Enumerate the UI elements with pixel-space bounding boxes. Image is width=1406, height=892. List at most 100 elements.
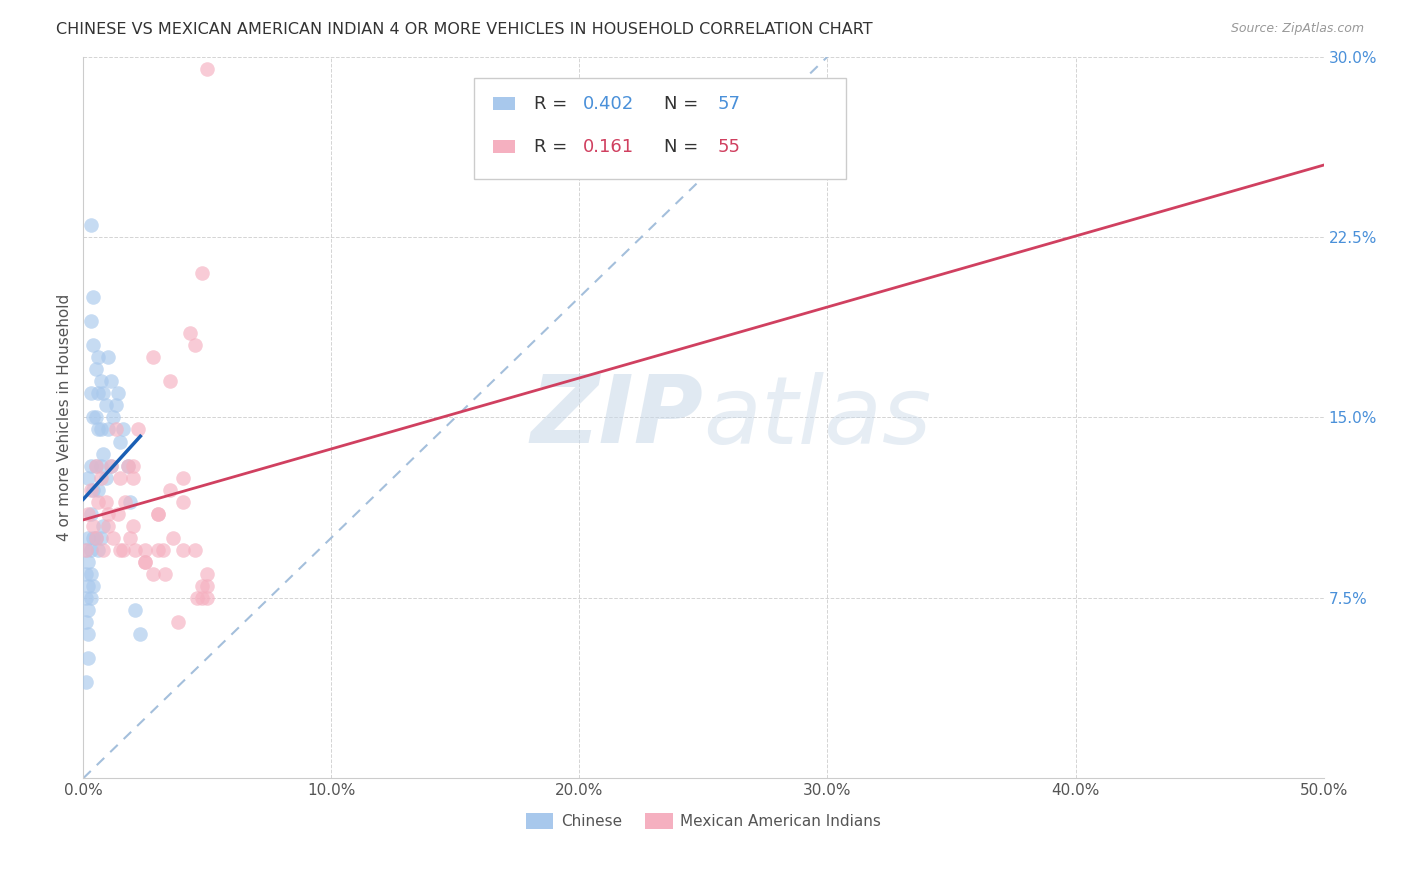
Point [179,326,201,341]
Text: CHINESE VS MEXICAN AMERICAN INDIAN 4 OR MORE VEHICLES IN HOUSEHOLD CORRELATION C: CHINESE VS MEXICAN AMERICAN INDIAN 4 OR … [56,22,873,37]
Point [77,555,100,569]
Point [110,542,132,557]
Point [111,542,134,557]
FancyBboxPatch shape [474,78,846,179]
Point [111,422,134,436]
Point [100,458,122,473]
Point [142,351,165,365]
Point [152,542,174,557]
Point [166,615,188,629]
Text: Source: ZipAtlas.com: Source: ZipAtlas.com [1230,22,1364,36]
Point [104,399,127,413]
Point [80,483,103,497]
Point [80,458,103,473]
Point [80,218,103,232]
Point [162,531,184,545]
Point [97,507,120,521]
Point [82,579,104,593]
Point [100,458,122,473]
Point [75,591,97,605]
Point [82,531,104,545]
Text: 0.161: 0.161 [583,138,634,156]
Point [84,458,107,473]
Point [184,542,207,557]
Text: 57: 57 [717,95,740,112]
Point [191,579,214,593]
Point [87,494,110,508]
Point [122,518,145,533]
Point [191,266,214,280]
Point [80,314,103,328]
Point [87,351,110,365]
Text: N =: N = [664,95,704,112]
Point [107,507,129,521]
Point [127,422,149,436]
Point [117,458,139,473]
Point [90,531,112,545]
Point [91,386,114,401]
Point [94,494,117,508]
Text: atlas: atlas [703,372,932,463]
Point [107,386,129,401]
Point [84,410,107,425]
Point [134,555,156,569]
Point [80,507,103,521]
Point [80,542,103,557]
Point [87,542,110,557]
Point [195,62,218,76]
Point [184,338,207,352]
Y-axis label: 4 or more Vehicles in Household: 4 or more Vehicles in Household [58,293,72,541]
Point [77,651,100,665]
Point [90,458,112,473]
Point [77,627,100,641]
Point [110,470,132,484]
Point [82,483,104,497]
Point [100,375,122,389]
Point [97,351,120,365]
Point [87,386,110,401]
Point [101,410,124,425]
Point [134,542,156,557]
Text: ZIP: ZIP [530,371,703,464]
Text: N =: N = [664,138,704,156]
Bar [492,140,515,153]
Point [117,458,139,473]
Point [90,422,112,436]
Point [146,507,169,521]
Point [82,410,104,425]
Point [195,591,218,605]
Point [110,434,132,449]
Point [80,386,103,401]
Point [77,470,100,484]
Point [82,338,104,352]
Point [80,566,103,581]
Point [122,470,145,484]
Point [146,542,169,557]
Point [91,518,114,533]
Point [75,675,97,690]
Text: R =: R = [533,95,572,112]
Point [142,566,165,581]
Point [91,446,114,460]
Point [91,542,114,557]
Point [84,531,107,545]
Point [129,627,152,641]
Point [75,542,97,557]
Point [159,483,181,497]
Point [97,518,120,533]
Point [114,494,136,508]
Point [87,483,110,497]
Point [80,591,103,605]
Point [84,458,107,473]
Point [124,603,146,617]
Point [172,494,194,508]
Text: 55: 55 [717,138,740,156]
Point [172,542,194,557]
Point [97,422,120,436]
Point [77,531,100,545]
Point [153,566,176,581]
Point [146,507,169,521]
Text: R =: R = [533,138,572,156]
Point [124,542,146,557]
Point [120,531,142,545]
